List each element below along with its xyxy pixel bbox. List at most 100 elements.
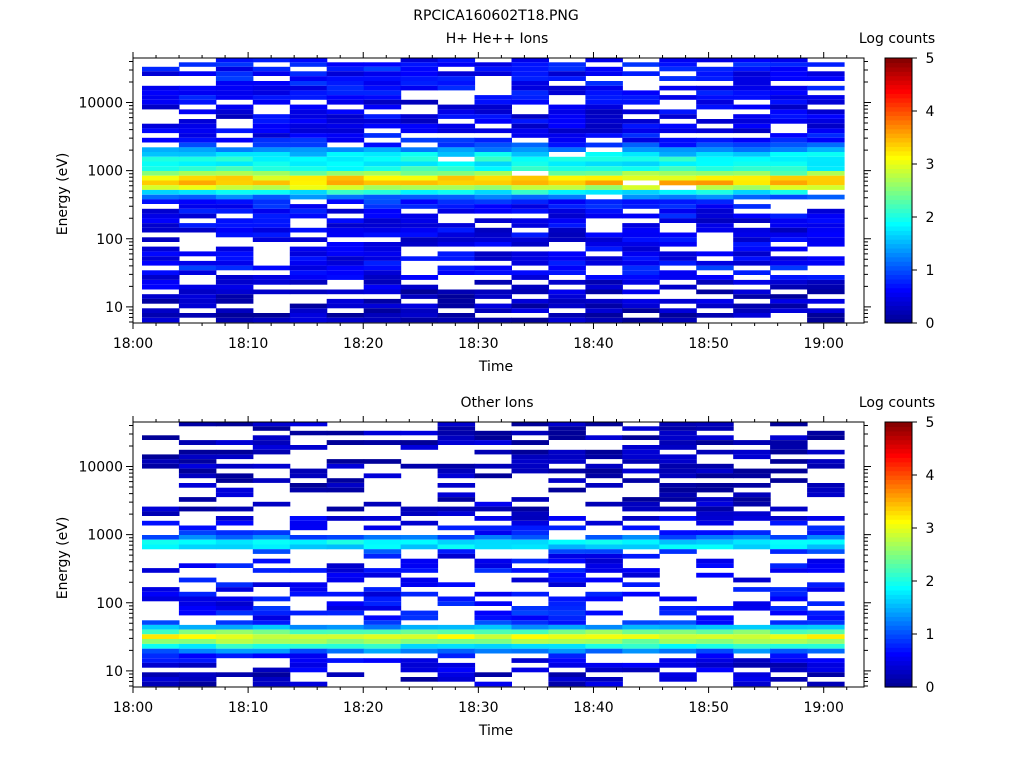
colorbar-step — [885, 642, 912, 648]
colorbar-step — [885, 567, 912, 573]
spectrogram-cell — [437, 152, 476, 157]
spectrogram-cell — [807, 114, 845, 119]
spectrogram-cell — [289, 445, 328, 450]
spectrogram-cell — [252, 620, 291, 625]
spectrogram-cell — [437, 242, 476, 247]
spectrogram-cell — [326, 256, 365, 261]
x-axis: 18:00 18:10 18:20 18:30 18:40 18:50 19:00 — [113, 52, 848, 352]
spectrogram-cell — [289, 629, 328, 635]
spectrogram-cell — [659, 643, 697, 649]
spectrogram-cell — [437, 270, 476, 275]
spectrogram-cell — [511, 142, 549, 148]
spectrogram-cell — [548, 227, 586, 233]
spectrogram-cell — [289, 237, 328, 242]
spectrogram-cell — [585, 468, 623, 474]
spectrogram-cell — [622, 156, 660, 162]
colorbar-step — [885, 150, 912, 156]
spectrogram-cell — [363, 284, 402, 290]
spectrogram-cell — [585, 629, 623, 635]
spectrogram-cell — [215, 180, 254, 186]
spectrogram-cell — [252, 681, 291, 687]
spectrogram-cell — [548, 639, 586, 644]
spectrogram-cell — [511, 284, 549, 290]
spectrogram-cell — [733, 119, 771, 124]
spectrogram-cell — [400, 317, 439, 323]
spectrogram-cell — [511, 463, 549, 469]
spectrogram-cell — [215, 317, 254, 323]
spectrogram-cell — [733, 303, 771, 309]
spectrogram-cell — [548, 544, 586, 550]
spectrogram-cell — [400, 563, 439, 568]
spectrogram-cell — [770, 175, 808, 181]
spectrogram-cell — [289, 81, 328, 86]
spectrogram-cell — [585, 681, 623, 687]
spectrogram-cell — [696, 95, 734, 100]
spectrogram-cell — [622, 639, 660, 644]
spectrogram-cell — [178, 677, 217, 682]
spectrogram-cell — [733, 294, 771, 299]
spectrogram-cell — [215, 563, 254, 568]
spectrogram-cell — [178, 535, 217, 540]
spectrogram-cell — [437, 123, 476, 129]
spectrogram-cell — [733, 62, 771, 67]
spectrogram-cell — [326, 152, 365, 157]
spectrogram-cell — [178, 658, 217, 663]
x-tick-label: 18:40 — [573, 336, 613, 352]
spectrogram-cell — [770, 95, 808, 100]
spectrogram-cell — [215, 66, 254, 72]
spectrogram-cell — [585, 553, 623, 559]
spectrogram-cell — [733, 71, 771, 76]
spectrogram-cell — [437, 634, 476, 639]
spectrogram-cell — [548, 568, 586, 573]
spectrogram-cell — [511, 208, 549, 214]
spectrogram-cell — [807, 563, 845, 568]
spectrogram-cell — [807, 275, 845, 280]
spectrogram-cell — [770, 303, 808, 309]
spectrogram-cell — [437, 463, 476, 469]
spectrogram-cell — [400, 643, 439, 649]
spectrogram-cell — [548, 260, 586, 266]
spectrogram-cell — [252, 313, 291, 318]
spectrogram-cell — [252, 544, 291, 550]
spectrogram-cell — [289, 175, 328, 181]
spectrogram-cell — [548, 435, 586, 440]
spectrogram-cell — [807, 128, 845, 134]
x-tick-label: 18:00 — [113, 700, 153, 716]
spectrogram-cell — [733, 634, 771, 639]
spectrogram-cell — [363, 313, 402, 318]
spectrogram-cell — [142, 294, 180, 299]
spectrogram-cell — [437, 298, 476, 304]
spectrogram-cell — [363, 289, 402, 295]
spectrogram-cell — [142, 208, 180, 214]
spectrogram-cell — [548, 251, 586, 257]
spectrogram-cell — [770, 62, 808, 67]
spectrogram-cell — [770, 520, 808, 526]
spectrogram-cell — [548, 265, 586, 271]
spectrogram-cell — [178, 175, 217, 181]
spectrogram-cell — [142, 308, 180, 313]
spectrogram-cell — [622, 199, 660, 204]
colorbar-step — [885, 514, 912, 520]
spectrogram-cell — [252, 199, 291, 204]
spectrogram-cell — [326, 303, 365, 309]
spectrogram-cell — [807, 568, 845, 573]
spectrogram-cell — [289, 95, 328, 100]
spectrogram-cell — [215, 601, 254, 606]
spectrogram-cell — [585, 558, 623, 564]
spectrogram-cell — [178, 610, 217, 616]
spectrogram-cell — [733, 629, 771, 635]
colorbar-step — [885, 80, 912, 86]
spectrogram-cell — [659, 109, 697, 115]
spectrogram-cell — [474, 648, 512, 654]
spectrogram-cell — [548, 298, 586, 304]
spectrogram-cell — [142, 284, 180, 290]
spectrogram-cell — [548, 109, 586, 115]
spectrogram-cell — [585, 237, 623, 242]
spectrogram-cell — [733, 128, 771, 134]
spectrogram-cell — [770, 227, 808, 233]
spectrogram-cell — [474, 232, 512, 238]
spectrogram-cell — [585, 501, 623, 507]
spectrogram-cell — [326, 246, 365, 252]
spectrogram-cell — [622, 147, 660, 152]
